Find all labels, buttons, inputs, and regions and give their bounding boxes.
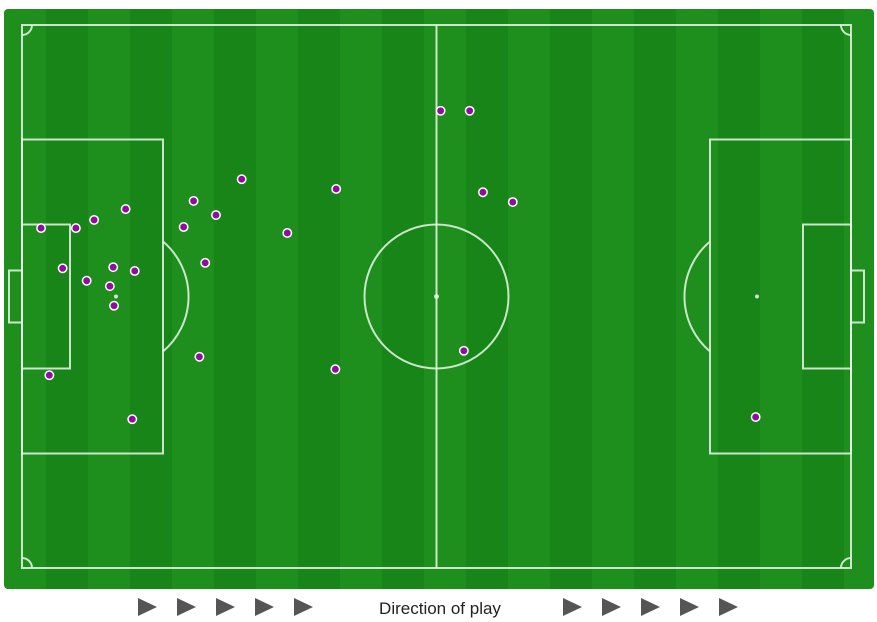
data-point bbox=[178, 222, 189, 232]
data-point bbox=[188, 195, 199, 206]
play-triangle-icon bbox=[294, 598, 313, 616]
data-point bbox=[435, 105, 446, 116]
right-penalty-spot bbox=[755, 294, 759, 299]
data-point bbox=[464, 105, 475, 116]
data-point bbox=[477, 187, 488, 198]
play-triangle-icon bbox=[138, 598, 157, 616]
data-point bbox=[44, 370, 55, 381]
data-point bbox=[57, 263, 68, 274]
play-triangle-icon bbox=[641, 598, 660, 616]
data-point bbox=[127, 414, 138, 425]
left-penalty-box bbox=[21, 138, 164, 455]
data-point bbox=[200, 257, 211, 268]
play-triangle-icon bbox=[602, 598, 621, 616]
data-point bbox=[120, 204, 131, 215]
data-point bbox=[89, 214, 100, 225]
corner-arc bbox=[21, 24, 33, 36]
corner-arc bbox=[21, 557, 33, 569]
left-penalty-spot bbox=[114, 294, 118, 299]
data-point bbox=[282, 228, 293, 238]
centre-spot bbox=[434, 294, 439, 299]
data-point bbox=[36, 223, 47, 234]
corner-arc bbox=[840, 24, 852, 36]
data-point bbox=[507, 197, 518, 207]
data-point bbox=[109, 300, 119, 311]
left-penalty-arc bbox=[162, 240, 190, 353]
data-point bbox=[81, 275, 92, 286]
play-triangle-icon bbox=[719, 598, 738, 616]
play-triangle-icon bbox=[177, 598, 196, 616]
right-penalty-arc bbox=[683, 240, 711, 353]
data-point bbox=[458, 345, 469, 356]
right-goal bbox=[850, 269, 865, 324]
data-point bbox=[750, 412, 761, 422]
left-six-yard-box bbox=[21, 223, 71, 370]
data-point bbox=[236, 174, 247, 185]
play-triangle-icon bbox=[563, 598, 582, 616]
data-point bbox=[108, 262, 119, 273]
play-triangle-icon bbox=[216, 598, 235, 616]
play-triangle-icon bbox=[680, 598, 699, 616]
data-point bbox=[330, 364, 341, 375]
pitch-markings bbox=[8, 24, 865, 569]
data-point bbox=[194, 351, 205, 362]
right-six-yard-box bbox=[802, 223, 852, 370]
pitch bbox=[4, 9, 874, 589]
data-point bbox=[211, 210, 221, 221]
corner-arc bbox=[840, 557, 852, 569]
direction-of-play: Direction of play bbox=[0, 592, 877, 622]
data-point bbox=[129, 266, 140, 276]
play-triangle-icon bbox=[255, 598, 274, 616]
data-point bbox=[331, 184, 342, 194]
right-penalty-box bbox=[709, 138, 852, 455]
direction-of-play-label: Direction of play bbox=[379, 599, 501, 618]
data-point bbox=[104, 281, 115, 292]
centre-circle bbox=[363, 223, 510, 370]
left-goal bbox=[8, 269, 23, 324]
data-point bbox=[70, 223, 81, 234]
